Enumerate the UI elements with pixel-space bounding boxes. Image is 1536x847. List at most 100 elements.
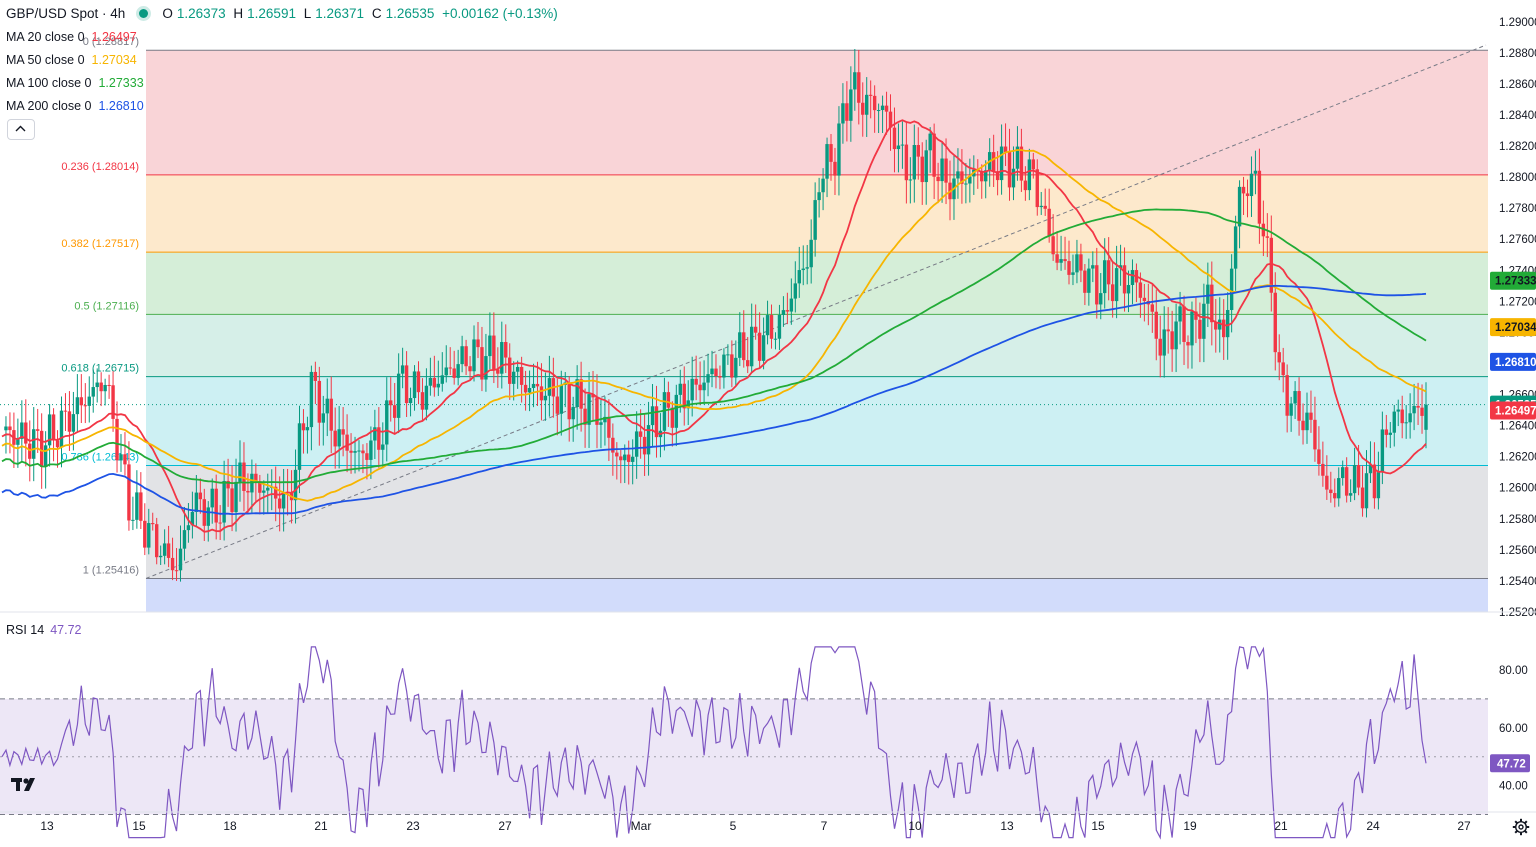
candle-body (349, 450, 353, 453)
candle-body (297, 423, 302, 470)
candle-body (1083, 270, 1087, 293)
candle-body (539, 386, 544, 401)
candle-body (500, 342, 504, 374)
legend-row-ma-3[interactable]: MA 200 close 0 1.26810 (6, 99, 144, 113)
candle-body (16, 438, 20, 445)
candle-body (956, 171, 960, 179)
candle-body (468, 366, 472, 372)
candle-body (638, 431, 643, 437)
high-value: 1.26591 (247, 6, 296, 21)
candle-body (682, 383, 686, 409)
candle-body (1233, 226, 1238, 269)
candle-body (1360, 487, 1365, 509)
candle-body (432, 377, 437, 388)
candle-body (567, 382, 571, 420)
ohlc-values: O 1.26373 H 1.26591 L 1.26371 C 1.26535 +0.0… (162, 6, 561, 21)
candle-body (95, 382, 99, 388)
candle-body (353, 451, 357, 453)
candle-body (55, 440, 60, 448)
candle-body (472, 339, 476, 372)
time-tick-label: 19 (1183, 819, 1197, 833)
fib-zone-5 (146, 465, 1488, 579)
candle-body (4, 426, 8, 431)
candle-body (535, 383, 540, 387)
tradingview-logo[interactable] (10, 772, 40, 796)
candle-body (131, 519, 135, 521)
candle-body (619, 456, 623, 461)
candle-body (1241, 186, 1246, 194)
price-tick-label: 1.28800 (1499, 48, 1536, 60)
candle-body (262, 490, 266, 493)
time-tick-label: 15 (1091, 819, 1105, 833)
legend-row-ma-2[interactable]: MA 100 close 0 1.27333 (6, 76, 144, 90)
collapse-legend-button[interactable] (7, 119, 35, 140)
gear-icon[interactable] (1512, 818, 1530, 836)
legend-label: MA 20 close 0 (6, 30, 85, 44)
candle-body (254, 473, 258, 482)
candle-body (230, 488, 234, 513)
candle-body (868, 94, 873, 96)
candle-body (416, 371, 421, 393)
chevron-up-icon (15, 125, 26, 132)
market-status-icon (139, 9, 149, 18)
candle-body (1257, 170, 1262, 224)
candle-body (293, 469, 298, 501)
candle-body (1023, 180, 1028, 191)
candle-body (587, 394, 591, 425)
legend-row-ma-1[interactable]: MA 50 close 0 1.27034 (6, 53, 137, 67)
candle-body (412, 371, 417, 399)
candle-body (1186, 341, 1190, 346)
low-value: 1.26371 (315, 6, 365, 21)
candle-body (301, 423, 306, 431)
candle-body (1356, 465, 1361, 488)
candle-body (1388, 432, 1393, 435)
candle-body (781, 310, 786, 315)
candle-body (1392, 411, 1396, 433)
candle-body (1305, 412, 1309, 431)
candle-body (1281, 362, 1285, 376)
legend-value: 1.27034 (91, 53, 137, 67)
candle-body (702, 382, 706, 391)
rsi-label[interactable]: RSI 14 (6, 623, 45, 637)
candle-body (190, 511, 195, 526)
candle-body (71, 414, 76, 432)
candle-body (1412, 405, 1416, 414)
candle-body (377, 427, 381, 450)
legend-row-ma-0[interactable]: MA 20 close 0 1.26497 (6, 30, 137, 44)
candle-body (1214, 322, 1218, 330)
candle-body (813, 200, 817, 240)
candle-body (880, 105, 885, 111)
symbol-title[interactable]: GBP/USD Spot · 4h (6, 6, 126, 21)
price-badge (1490, 352, 1536, 371)
candle-body (1245, 193, 1250, 197)
candle-body (51, 414, 56, 441)
candle-body (845, 103, 849, 121)
candle-body (440, 375, 444, 384)
candle-body (888, 111, 893, 128)
candle-body (1043, 205, 1047, 209)
candle-body (730, 354, 734, 378)
candle-body (1249, 173, 1254, 197)
candle-body (1099, 293, 1103, 305)
candle-body (1095, 265, 1099, 305)
candle-body (1218, 319, 1222, 330)
candle-body (805, 267, 809, 269)
candle-body (833, 161, 837, 176)
candle-body (642, 436, 647, 455)
candle-body (234, 481, 238, 513)
price-badge (1490, 401, 1536, 420)
candle-body (543, 395, 548, 401)
price-tick-label: 1.28000 (1499, 172, 1536, 184)
candle-body (1142, 297, 1147, 301)
candle-body (424, 385, 429, 410)
rsi-pane: 80.00 60.00 40.00 47.72 (0, 646, 1530, 840)
price-tick-label: 1.25200 (1499, 607, 1536, 619)
candle-body (1158, 338, 1162, 356)
price-tick-label: 1.26000 (1499, 483, 1536, 495)
candle-body (1003, 146, 1008, 153)
candle-body (932, 133, 936, 177)
candle-body (47, 414, 52, 446)
time-tick-label: 10 (908, 819, 922, 833)
fib-level-label: 0.5 (1.27116) (74, 300, 139, 312)
